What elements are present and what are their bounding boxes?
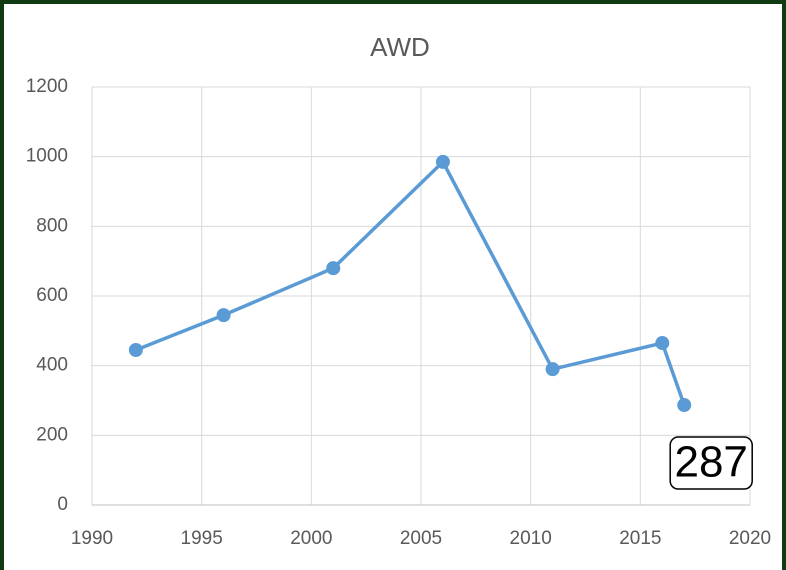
data-point <box>435 154 450 169</box>
data-point <box>677 398 692 413</box>
x-tick-label: 1990 <box>71 528 113 549</box>
x-tick-label: 2005 <box>400 528 442 549</box>
y-tick-label: 600 <box>36 285 68 306</box>
chart-frame <box>4 4 782 570</box>
x-tick-label: 2020 <box>729 528 771 549</box>
y-tick-label: 0 <box>57 494 68 515</box>
data-point <box>326 261 341 276</box>
series-line <box>135 159 686 406</box>
data-point <box>128 342 143 357</box>
y-tick-label: 200 <box>36 424 68 445</box>
chart-title: AWD <box>370 32 430 62</box>
y-tick-label: 800 <box>36 215 68 236</box>
x-tick-label: 2000 <box>290 528 332 549</box>
y-tick-label: 400 <box>36 355 68 376</box>
data-label-box <box>669 436 753 490</box>
y-tick-label: 1200 <box>26 76 68 97</box>
y-tick-label: 1000 <box>26 146 68 167</box>
data-label: 287 <box>674 438 747 487</box>
data-point <box>216 308 231 323</box>
x-tick-label: 2015 <box>619 528 661 549</box>
data-point <box>545 362 560 377</box>
x-tick-label: 1995 <box>181 528 223 549</box>
data-point <box>655 336 670 351</box>
x-tick-label: 2010 <box>510 528 552 549</box>
